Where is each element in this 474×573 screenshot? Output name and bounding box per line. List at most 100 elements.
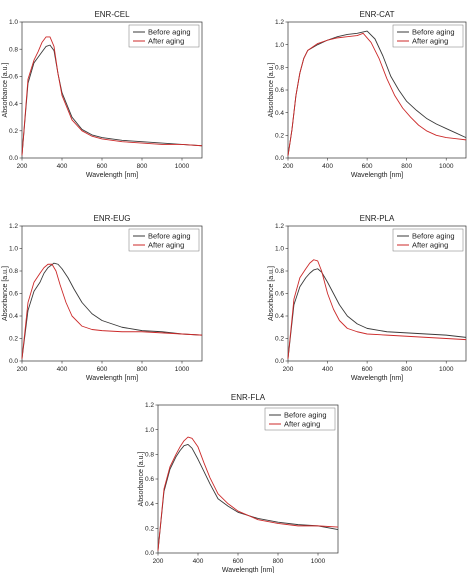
legend — [264, 407, 336, 431]
y-tick-label: 0.0 — [275, 155, 284, 162]
legend-entry: Before aging — [148, 28, 191, 37]
y-axis-label: Absorbance [a.u.] — [2, 266, 9, 321]
legend — [392, 24, 464, 48]
x-tick-label: 400 — [57, 163, 68, 170]
x-tick-label: 600 — [362, 163, 373, 170]
legend-entry: Before aging — [284, 411, 327, 420]
y-tick-label: 0.0 — [9, 358, 18, 365]
legend-entry: After aging — [412, 241, 448, 250]
y-tick-label: 1.0 — [145, 427, 154, 434]
series-line-before-aging — [157, 444, 339, 551]
series-line-after-aging — [157, 436, 339, 551]
panel-enr-fla: ENR-FLA 200 400 600 800 1000 0.0 0.2 0.4 0.6 0.8 1.… — [138, 393, 339, 573]
y-tick-label: 0.0 — [145, 550, 154, 557]
legend-entry: Before aging — [412, 232, 455, 241]
x-tick-label: 400 — [322, 163, 333, 170]
panel-title: ENR-PLA — [360, 214, 395, 223]
series-line-after-aging — [287, 259, 467, 359]
x-tick-label: 400 — [322, 366, 333, 373]
series-line-before-aging — [21, 44, 203, 156]
series-line-after-aging — [287, 32, 467, 156]
panel-enr-cel: ENR-CEL 200 400 600 800 1000 0.0 0.2 0.4 0.6 0.8 1.… — [2, 10, 203, 179]
panel-title: ENR-CAT — [360, 10, 395, 19]
legend — [128, 24, 200, 48]
y-tick-label: 0.4 — [275, 313, 284, 320]
panel-title: ENR-EUG — [94, 214, 131, 223]
panel-enr-cat: ENR-CAT 200 400 600 800 1000 0.0 0.2 0.4 0.6 0.8 1.… — [268, 10, 467, 179]
x-axis-label: Wavelength [nm] — [86, 172, 138, 179]
x-tick-label: 1000 — [175, 163, 190, 170]
x-tick-label: 200 — [17, 366, 28, 373]
x-axis-label: Wavelength [nm] — [351, 172, 403, 179]
panel-enr-pla: ENR-PLA 200 400 600 800 1000 0.0 0.2 0.4 0.6 0.8 1.… — [268, 214, 467, 382]
y-tick-label: 0.8 — [275, 65, 284, 72]
y-tick-label: 0.4 — [145, 501, 154, 508]
y-tick-label: 0.6 — [9, 291, 18, 298]
x-axis-label: Wavelength [nm] — [351, 375, 403, 382]
y-tick-label: 1.0 — [275, 246, 284, 253]
panel-title: ENR-CEL — [94, 10, 130, 19]
panel-enr-eug: ENR-EUG 200 400 600 800 1000 0.0 0.2 0.4 0.6 0.8 1.… — [2, 214, 203, 382]
x-tick-label: 800 — [137, 163, 148, 170]
y-axis-label: Absorbance [a.u.] — [2, 63, 9, 118]
x-tick-label: 200 — [283, 366, 294, 373]
series-line-before-aging — [287, 30, 467, 156]
legend-entry: After aging — [284, 420, 320, 429]
y-tick-label: 0.6 — [145, 476, 154, 483]
y-tick-label: 0.4 — [275, 110, 284, 117]
x-tick-label: 400 — [57, 366, 68, 373]
y-tick-label: 0.8 — [9, 268, 18, 275]
series-line-before-aging — [21, 262, 203, 359]
x-tick-label: 200 — [153, 558, 164, 565]
y-tick-label: 0.2 — [275, 133, 284, 140]
x-axis-label: Wavelength [nm] — [86, 375, 138, 382]
legend-entry: After aging — [148, 37, 184, 46]
y-tick-label: 0.0 — [9, 155, 18, 162]
x-tick-label: 600 — [97, 366, 108, 373]
y-tick-label: 0.6 — [275, 291, 284, 298]
legend-entry: Before aging — [148, 232, 191, 241]
x-tick-label: 200 — [17, 163, 28, 170]
y-axis-label: Absorbance [a.u.] — [138, 452, 145, 507]
panel-title: ENR-FLA — [231, 393, 266, 402]
x-tick-label: 1000 — [311, 558, 326, 565]
x-tick-label: 1000 — [175, 366, 190, 373]
x-tick-label: 1000 — [439, 366, 454, 373]
legend-entry: After aging — [148, 241, 184, 250]
y-tick-label: 0.0 — [275, 358, 284, 365]
y-tick-label: 1.2 — [275, 223, 284, 230]
y-tick-label: 0.8 — [145, 452, 154, 459]
y-axis-label: Absorbance [a.u.] — [268, 63, 275, 118]
x-tick-label: 800 — [137, 366, 148, 373]
y-tick-label: 0.2 — [145, 526, 154, 533]
x-tick-label: 800 — [401, 366, 412, 373]
series-line-before-aging — [287, 268, 467, 359]
y-tick-label: 1.0 — [275, 42, 284, 49]
series-line-after-aging — [21, 263, 203, 359]
y-tick-label: 0.2 — [9, 336, 18, 343]
y-tick-label: 1.2 — [145, 402, 154, 409]
y-tick-label: 0.6 — [9, 74, 18, 81]
x-tick-label: 200 — [283, 163, 294, 170]
x-axis-label: Wavelength [nm] — [222, 567, 274, 573]
y-tick-label: 1.0 — [9, 19, 18, 26]
y-tick-label: 0.6 — [275, 87, 284, 94]
legend — [128, 228, 200, 252]
y-tick-label: 1.2 — [275, 19, 284, 26]
y-tick-label: 0.2 — [275, 336, 284, 343]
x-tick-label: 600 — [97, 163, 108, 170]
y-tick-label: 1.2 — [9, 223, 18, 230]
legend-entry: After aging — [412, 37, 448, 46]
series-line-after-aging — [21, 36, 203, 156]
x-tick-label: 800 — [273, 558, 284, 565]
y-tick-label: 1.0 — [9, 246, 18, 253]
x-tick-label: 800 — [401, 163, 412, 170]
x-tick-label: 600 — [362, 366, 373, 373]
y-tick-label: 0.4 — [9, 313, 18, 320]
y-axis-label: Absorbance [a.u.] — [268, 266, 275, 321]
y-tick-label: 0.8 — [9, 46, 18, 53]
x-tick-label: 1000 — [439, 163, 454, 170]
x-tick-label: 600 — [233, 558, 244, 565]
legend — [392, 228, 464, 252]
